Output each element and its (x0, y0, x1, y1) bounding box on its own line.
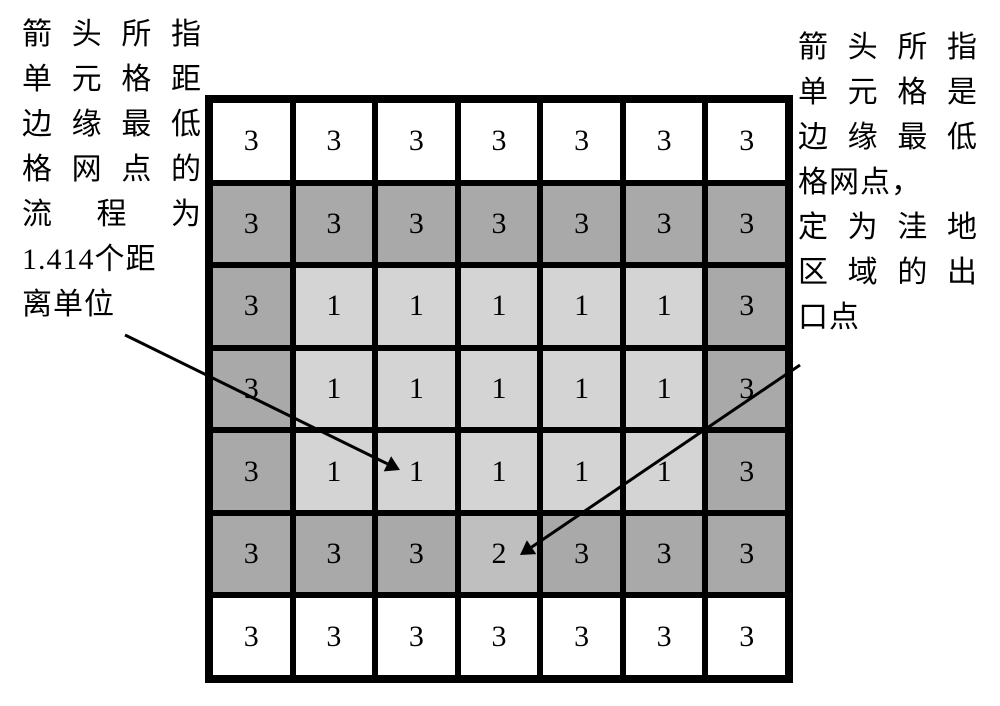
grid-cell: 1 (458, 348, 541, 431)
grid-cell: 3 (293, 595, 376, 678)
grid-cell: 1 (375, 348, 458, 431)
grid-cell: 3 (210, 430, 293, 513)
right-line-5: 定为洼地 (798, 211, 978, 244)
left-line-3: 边缘最低 (22, 108, 202, 141)
grid-cell: 1 (375, 430, 458, 513)
grid-cell: 3 (540, 595, 623, 678)
grid-cell: 3 (293, 100, 376, 183)
grid-cell: 1 (540, 430, 623, 513)
right-line-4: 格网点， (798, 160, 978, 205)
left-line-1: 箭头所指 (22, 18, 202, 51)
grid-cell: 1 (375, 265, 458, 348)
right-line-6: 区域的出 (798, 256, 978, 289)
grid-cell: 3 (705, 265, 788, 348)
grid-cell: 1 (623, 265, 706, 348)
grid-cell: 1 (540, 265, 623, 348)
grid-cell: 3 (705, 430, 788, 513)
grid-cell: 3 (705, 513, 788, 596)
grid-cell: 1 (293, 348, 376, 431)
left-line-5: 流 程 为 (22, 198, 202, 231)
left-annotation: 箭头所指 单元格距 边缘最低 格网点的 流 程 为 1.414个距 离单位 (22, 12, 202, 327)
grid-cell: 3 (375, 100, 458, 183)
diagram-container: 箭头所指 单元格距 边缘最低 格网点的 流 程 为 1.414个距 离单位 箭头… (0, 0, 1000, 706)
right-line-3: 边缘最低 (798, 121, 978, 154)
grid-cell: 1 (293, 265, 376, 348)
grid-cell: 3 (210, 100, 293, 183)
grid-cell: 3 (705, 595, 788, 678)
grid-cell: 3 (293, 183, 376, 266)
grid-cell: 1 (623, 348, 706, 431)
grid-cell: 3 (458, 595, 541, 678)
grid-cell: 3 (705, 100, 788, 183)
left-line-7: 离单位 (22, 282, 202, 327)
right-line-7: 口点 (798, 295, 978, 340)
grid-cell: 3 (210, 595, 293, 678)
grid-cell: 1 (458, 430, 541, 513)
left-line-2: 单元格距 (22, 63, 202, 96)
grid-cell: 3 (293, 513, 376, 596)
grid-cell: 3 (623, 100, 706, 183)
right-annotation: 箭头所指 单元格是 边缘最低 格网点， 定为洼地 区域的出 口点 (798, 25, 978, 340)
right-line-1: 箭头所指 (798, 31, 978, 64)
grid-cell: 3 (210, 183, 293, 266)
grid-cell: 1 (623, 430, 706, 513)
grid-cell: 1 (293, 430, 376, 513)
grid-cell: 3 (210, 265, 293, 348)
right-line-2: 单元格是 (798, 76, 978, 109)
grid-cell: 3 (540, 100, 623, 183)
left-line-4: 格网点的 (22, 153, 202, 186)
grid-cell: 3 (540, 513, 623, 596)
grid-cell: 1 (458, 265, 541, 348)
grid-cell: 1 (540, 348, 623, 431)
grid-cell: 3 (375, 183, 458, 266)
grid-cell: 3 (540, 183, 623, 266)
grid-cell: 3 (210, 348, 293, 431)
grid-cell: 3 (623, 183, 706, 266)
grid-cell: 3 (705, 348, 788, 431)
grid-cell: 3 (375, 513, 458, 596)
grid-cell: 3 (458, 183, 541, 266)
left-line-6: 1.414个距 (22, 237, 202, 282)
grid-cell: 3 (623, 513, 706, 596)
grid-cell: 2 (458, 513, 541, 596)
grid-cell: 3 (705, 183, 788, 266)
grid-cell: 3 (623, 595, 706, 678)
grid-cell: 3 (375, 595, 458, 678)
elevation-grid: 3333333333333331111133111113311111333323… (205, 95, 793, 683)
grid-cell: 3 (458, 100, 541, 183)
grid-cell: 3 (210, 513, 293, 596)
